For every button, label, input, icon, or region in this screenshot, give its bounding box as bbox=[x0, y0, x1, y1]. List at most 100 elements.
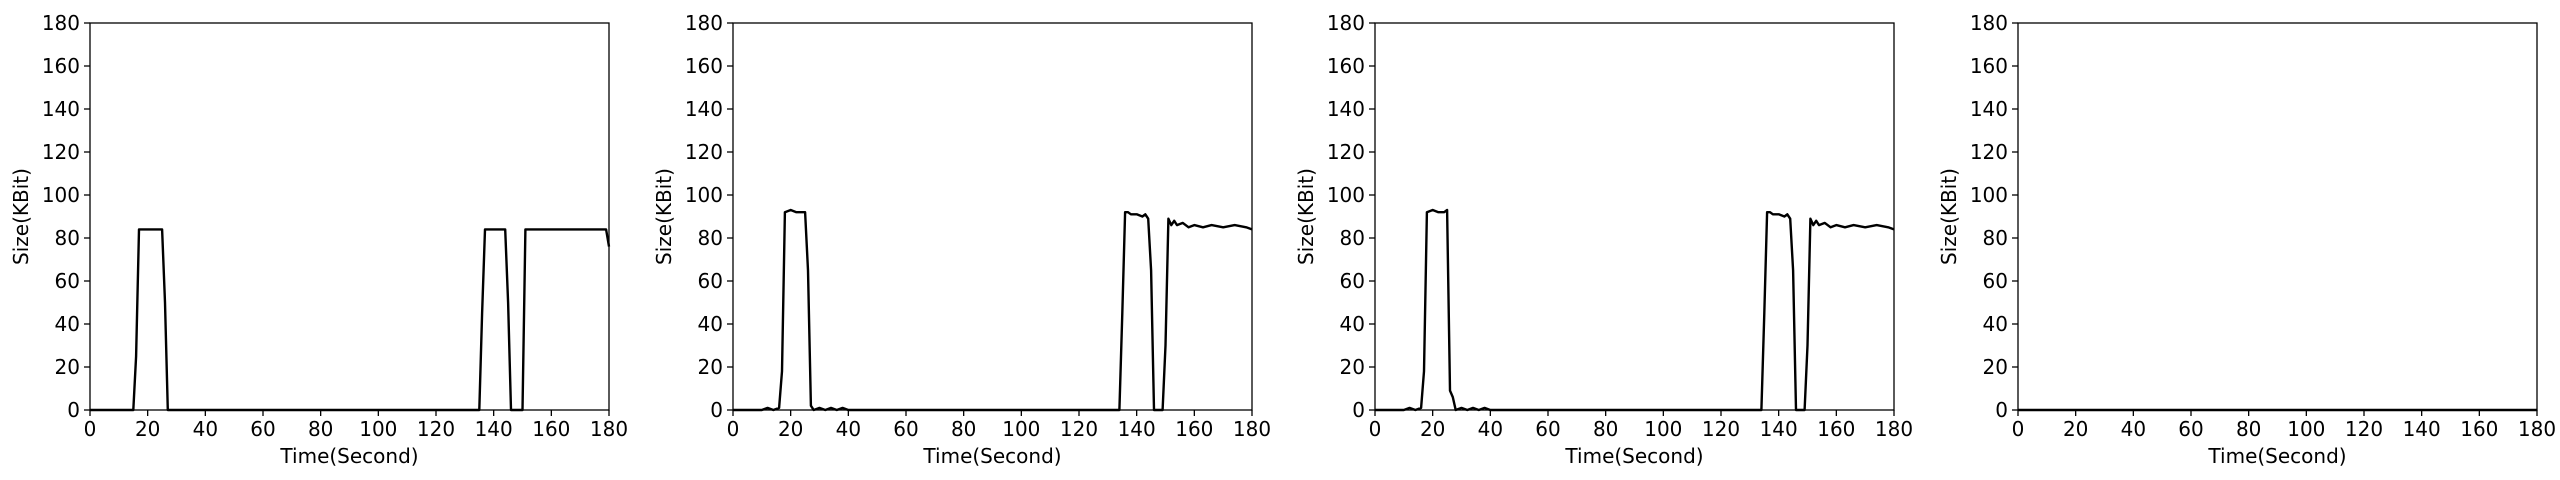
x-tick-label: 20 bbox=[778, 417, 803, 441]
chart-panel-3: 0 20 40 60 80 100 120 140 160 180 0 20 40 60 80 100 120 1… bbox=[1294, 11, 1913, 468]
x-tick-label: 120 bbox=[1060, 417, 1098, 441]
x-tick-label: 60 bbox=[1535, 417, 1560, 441]
x-tick-label: 60 bbox=[2178, 417, 2203, 441]
series-line-1 bbox=[90, 228, 611, 412]
x-tick-label: 120 bbox=[417, 417, 455, 441]
x-tick-label: 40 bbox=[1478, 417, 1503, 441]
plot-frame bbox=[1374, 22, 1895, 411]
y-tick-label: 160 bbox=[1327, 54, 1365, 78]
y-tick-label: 20 bbox=[1983, 355, 2008, 379]
y-tick-label: 160 bbox=[42, 54, 80, 78]
y-tick-label: 80 bbox=[1340, 226, 1365, 250]
x-tick-label: 0 bbox=[1369, 417, 1382, 441]
y-tick-label: 20 bbox=[1340, 355, 1365, 379]
y-tick-label: 160 bbox=[685, 54, 723, 78]
x-tick-label: 180 bbox=[1233, 417, 1271, 441]
x-tick-label: 40 bbox=[193, 417, 218, 441]
y-tick-label: 40 bbox=[698, 312, 723, 336]
y-tick-label: 60 bbox=[698, 269, 723, 293]
y-tick-label: 40 bbox=[55, 312, 80, 336]
x-tick-label: 180 bbox=[2518, 417, 2556, 441]
plot-frame bbox=[2017, 22, 2538, 411]
x-tick-label: 100 bbox=[1644, 417, 1682, 441]
chart-panel-1: 0 20 40 60 80 100 120 140 160 180 0 20 40 60 80 100 120 1… bbox=[9, 11, 628, 468]
y-tick-label: 60 bbox=[1340, 269, 1365, 293]
y-axis-label: Size(KBit) bbox=[9, 168, 33, 265]
x-axis-label: Time(Second) bbox=[1564, 444, 1703, 468]
x-tick-label: 40 bbox=[2121, 417, 2146, 441]
x-tick-label: 20 bbox=[2063, 417, 2088, 441]
x-tick-label: 140 bbox=[2403, 417, 2441, 441]
x-tick-label: 80 bbox=[308, 417, 333, 441]
y-tick-label: 160 bbox=[1970, 54, 2008, 78]
y-tick-label: 80 bbox=[698, 226, 723, 250]
y-tick-label: 40 bbox=[1340, 312, 1365, 336]
x-tick-label: 160 bbox=[2460, 417, 2498, 441]
y-tick-label: 120 bbox=[1327, 140, 1365, 164]
x-tick-label: 100 bbox=[359, 417, 397, 441]
x-tick-label: 0 bbox=[727, 417, 740, 441]
x-tick-label: 140 bbox=[475, 417, 513, 441]
x-tick-label: 100 bbox=[1002, 417, 1040, 441]
y-axis-label: Size(KBit) bbox=[652, 168, 676, 265]
y-tick-label: 120 bbox=[685, 140, 723, 164]
y-axis-label: Size(KBit) bbox=[1937, 168, 1961, 265]
y-tick-label: 0 bbox=[1995, 398, 2008, 422]
x-tick-label: 60 bbox=[250, 417, 275, 441]
x-tick-label: 180 bbox=[1875, 417, 1913, 441]
y-tick-label: 180 bbox=[1327, 11, 1365, 35]
x-tick-label: 80 bbox=[951, 417, 976, 441]
y-tick-label: 80 bbox=[55, 226, 80, 250]
y-tick-label: 140 bbox=[1327, 97, 1365, 121]
y-tick-label: 0 bbox=[67, 398, 80, 422]
y-tick-label: 180 bbox=[42, 11, 80, 35]
x-axis-label: Time(Second) bbox=[279, 444, 418, 468]
x-tick-label: 120 bbox=[1702, 417, 1740, 441]
y-tick-label: 140 bbox=[42, 97, 80, 121]
x-tick-label: 160 bbox=[532, 417, 570, 441]
y-tick-label: 20 bbox=[55, 355, 80, 379]
x-tick-label: 0 bbox=[2012, 417, 2025, 441]
x-axis-label: Time(Second) bbox=[922, 444, 1061, 468]
y-tick-label: 100 bbox=[1327, 183, 1365, 207]
x-tick-label: 20 bbox=[135, 417, 160, 441]
y-tick-label: 40 bbox=[1983, 312, 2008, 336]
plot-frame bbox=[732, 22, 1253, 411]
y-tick-label: 100 bbox=[42, 183, 80, 207]
x-tick-label: 140 bbox=[1118, 417, 1156, 441]
x-tick-label: 80 bbox=[2236, 417, 2261, 441]
y-tick-label: 60 bbox=[55, 269, 80, 293]
y-tick-label: 0 bbox=[1352, 398, 1365, 422]
x-tick-label: 20 bbox=[1420, 417, 1445, 441]
x-tick-label: 120 bbox=[2345, 417, 2383, 441]
x-tick-label: 40 bbox=[836, 417, 861, 441]
x-tick-label: 100 bbox=[2287, 417, 2325, 441]
x-tick-label: 160 bbox=[1817, 417, 1855, 441]
chart-panel-4: 0 20 40 60 80 100 120 140 160 180 0 20 40 60 80 100 120 1… bbox=[1937, 11, 2556, 468]
y-tick-label: 120 bbox=[42, 140, 80, 164]
y-tick-label: 20 bbox=[698, 355, 723, 379]
y-tick-label: 140 bbox=[685, 97, 723, 121]
y-tick-label: 100 bbox=[685, 183, 723, 207]
series-line-1 bbox=[1375, 208, 1895, 412]
y-tick-label: 0 bbox=[710, 398, 723, 422]
chart-panel-2: 0 20 40 60 80 100 120 140 160 180 0 20 40 60 80 100 120 1… bbox=[652, 11, 1271, 468]
y-tick-label: 140 bbox=[1970, 97, 2008, 121]
x-tick-label: 0 bbox=[84, 417, 97, 441]
y-tick-label: 60 bbox=[1983, 269, 2008, 293]
y-tick-label: 80 bbox=[1983, 226, 2008, 250]
y-tick-label: 100 bbox=[1970, 183, 2008, 207]
y-tick-label: 180 bbox=[685, 11, 723, 35]
x-axis-label: Time(Second) bbox=[2207, 444, 2346, 468]
x-tick-label: 160 bbox=[1175, 417, 1213, 441]
y-axis-label: Size(KBit) bbox=[1294, 168, 1318, 265]
x-tick-label: 80 bbox=[1593, 417, 1618, 441]
y-tick-label: 120 bbox=[1970, 140, 2008, 164]
y-tick-label: 180 bbox=[1970, 11, 2008, 35]
x-tick-label: 140 bbox=[1760, 417, 1798, 441]
series-line-1 bbox=[733, 208, 1253, 412]
plot-frame bbox=[89, 22, 610, 411]
x-tick-label: 60 bbox=[893, 417, 918, 441]
x-tick-label: 180 bbox=[590, 417, 628, 441]
